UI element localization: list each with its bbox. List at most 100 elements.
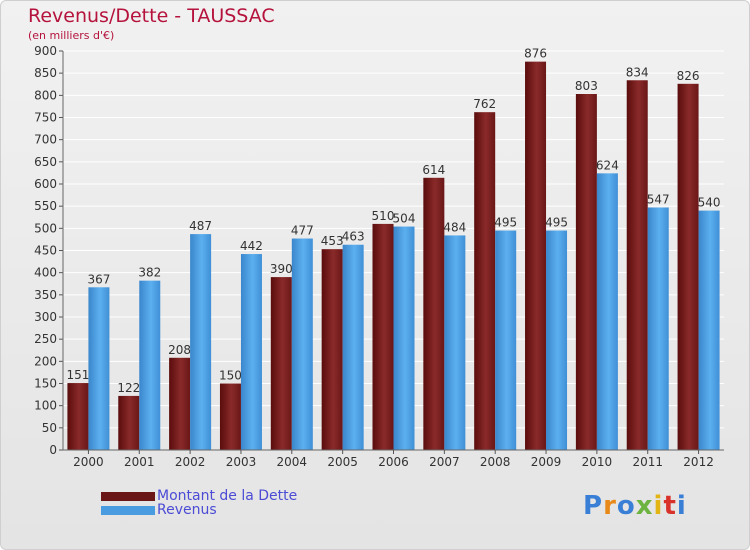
data-label: 453 <box>321 234 344 248</box>
y-tick-label: 800 <box>34 88 57 102</box>
x-tick-label: 2003 <box>226 455 257 469</box>
x-tick-label: 2004 <box>277 455 308 469</box>
data-label: 803 <box>575 79 598 93</box>
x-tick-label: 2002 <box>175 455 206 469</box>
data-label: 477 <box>291 224 314 238</box>
bar-revenus-2005 <box>342 244 364 450</box>
y-tick-label: 600 <box>34 177 57 191</box>
y-tick-label: 650 <box>34 155 57 169</box>
y-tick-label: 450 <box>34 244 57 258</box>
bar-revenus-2012 <box>698 210 720 450</box>
bar-revenus-2002 <box>190 234 212 450</box>
data-label: 151 <box>66 368 89 382</box>
bar-revenus-2000 <box>88 287 110 450</box>
bar-revenus-2011 <box>647 207 669 450</box>
y-tick-label: 150 <box>34 377 57 391</box>
y-tick-label: 50 <box>42 421 57 435</box>
bar-debt-2009 <box>525 61 547 450</box>
logo-letter: P <box>583 491 604 521</box>
x-tick-label: 2007 <box>429 455 460 469</box>
bar-chart: 0 50 100 150 200 250 300 350 400 450 500 550 600 650 7… <box>34 44 724 469</box>
bar-debt-2004 <box>270 277 292 450</box>
bar-debt-2008 <box>474 112 496 451</box>
legend-swatch-debt <box>101 491 155 501</box>
bar-debt-2001 <box>118 395 140 450</box>
x-tick-label: 2012 <box>683 455 714 469</box>
y-tick-label: 350 <box>34 288 57 302</box>
data-label: 540 <box>698 196 721 210</box>
bar-revenus-2009 <box>546 230 568 450</box>
y-tick-label: 550 <box>34 199 57 213</box>
x-tick-label: 2008 <box>480 455 511 469</box>
data-label: 150 <box>219 369 242 383</box>
data-label: 834 <box>626 65 649 79</box>
bar-debt-2005 <box>321 249 343 450</box>
data-label: 495 <box>494 216 517 230</box>
logo-letter: i <box>676 491 687 521</box>
data-label: 390 <box>270 262 293 276</box>
y-tick-label: 0 <box>49 443 57 457</box>
y-tick-label: 100 <box>34 399 57 413</box>
logo-letter: r <box>603 491 617 521</box>
legend-label-revenus: Revenus <box>157 502 217 518</box>
chart-subtitle: (en milliers d'€) <box>28 29 115 42</box>
legend-swatch-revenus <box>101 505 155 515</box>
data-label: 208 <box>168 343 191 357</box>
x-tick-label: 2005 <box>327 455 358 469</box>
bar-debt-2002 <box>169 357 191 450</box>
bar-debt-2007 <box>423 177 445 450</box>
data-label: 442 <box>240 239 263 253</box>
bar-revenus-2008 <box>495 230 517 450</box>
legend-item-debt: Montant de la Dette <box>101 488 297 504</box>
y-tick-label: 200 <box>34 354 57 368</box>
y-tick-label: 250 <box>34 332 57 346</box>
bar-revenus-2003 <box>240 254 262 450</box>
data-label: 547 <box>647 192 670 206</box>
y-tick-label: 300 <box>34 310 57 324</box>
data-label: 382 <box>138 266 161 280</box>
bar-revenus-2004 <box>291 238 313 450</box>
data-label: 367 <box>87 272 110 286</box>
data-label: 463 <box>342 230 365 244</box>
y-axis: 0 50 100 150 200 250 300 350 400 450 500 550 600 650 7… <box>34 44 64 457</box>
y-tick-label: 850 <box>34 66 57 80</box>
data-label: 762 <box>473 97 496 111</box>
data-label: 876 <box>524 47 547 61</box>
x-tick-label: 2000 <box>73 455 104 469</box>
data-label: 510 <box>372 209 395 223</box>
bar-debt-2012 <box>677 83 699 450</box>
bar-revenus-2006 <box>393 226 415 450</box>
logo-letter: x <box>635 491 654 521</box>
y-tick-label: 900 <box>34 44 57 58</box>
x-tick-label: 2011 <box>632 455 663 469</box>
x-tick-label: 2006 <box>378 455 409 469</box>
y-tick-label: 700 <box>34 133 57 147</box>
y-tick-label: 500 <box>34 221 57 235</box>
bar-debt-2003 <box>219 383 241 450</box>
x-tick-label: 2009 <box>531 455 562 469</box>
bar-debt-2010 <box>575 94 597 451</box>
data-label: 484 <box>443 220 466 234</box>
chart-title: Revenus/Dette - TAUSSAC <box>28 5 275 27</box>
legend-item-revenus: Revenus <box>101 502 217 518</box>
data-label: 122 <box>117 381 140 395</box>
logo-letter: i <box>653 491 664 521</box>
bar-revenus-2010 <box>596 173 618 451</box>
bar-revenus-2001 <box>139 280 161 450</box>
data-label: 487 <box>189 219 212 233</box>
legend-label-debt: Montant de la Dette <box>157 488 298 504</box>
bar-revenus-2007 <box>444 235 466 450</box>
logo-letter: o <box>616 491 636 521</box>
bar-debt-2011 <box>626 80 648 450</box>
x-axis: 2000 2001 2002 2003 2004 2005 2006 2007 2008 2009… <box>63 449 724 469</box>
y-tick-label: 400 <box>34 266 57 280</box>
data-label: 624 <box>596 158 619 172</box>
x-tick-label: 2001 <box>124 455 155 469</box>
x-tick-label: 2010 <box>582 455 613 469</box>
proxiti-logo: Proxiti <box>583 491 687 521</box>
data-label: 614 <box>422 163 445 177</box>
logo-letter: t <box>663 491 677 521</box>
data-label: 826 <box>677 69 700 83</box>
